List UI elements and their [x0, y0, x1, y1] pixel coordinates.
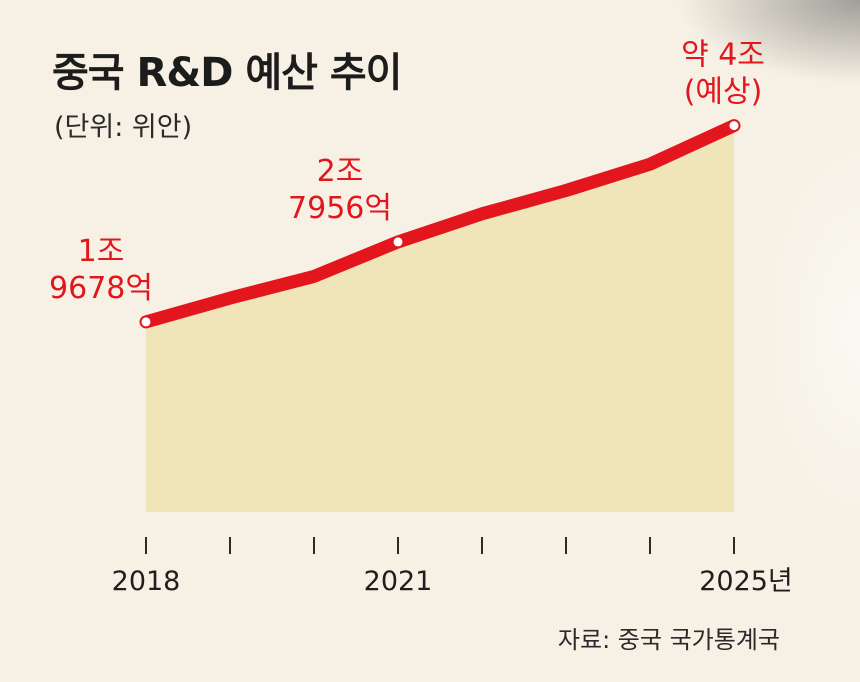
series-line [139, 119, 741, 329]
annotation-2025-line-2: (예상) [684, 75, 763, 110]
source-note: 자료: 중국 국가통계국 [557, 626, 780, 654]
data-point-2025 [729, 121, 739, 131]
annotation-2018-line-1: 1조 [78, 234, 125, 269]
data-point-2018 [141, 317, 151, 327]
x-tick-label-2021: 2021 [364, 566, 433, 597]
unit-label: (단위: 위안) [54, 112, 193, 143]
chart-title: 중국 R&D 예산 추이 [52, 50, 402, 96]
x-tick-label-2025: 2025년 [699, 566, 793, 597]
area-fill [146, 125, 734, 512]
annotation-2018-line-2: 9678억 [49, 271, 153, 306]
annotation-2025-line-1: 약 4조 [681, 38, 765, 73]
annotation-2021-line-1: 2조 [317, 154, 364, 189]
data-point-2021 [393, 237, 403, 247]
annotation-2021-line-2: 7956억 [288, 191, 392, 226]
x-tick-label-2018: 2018 [112, 566, 181, 597]
